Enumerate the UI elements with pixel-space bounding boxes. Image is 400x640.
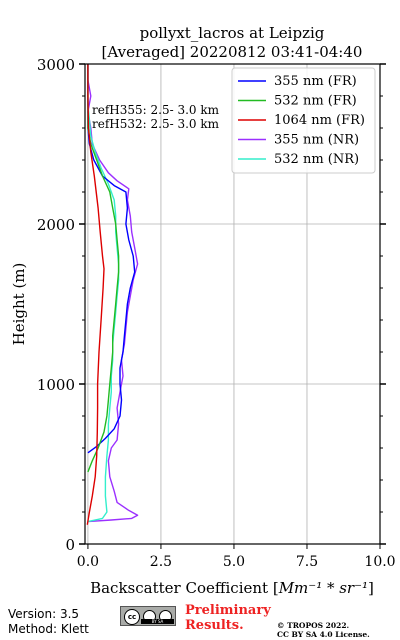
x-tick-label: 10.0 [364, 554, 395, 570]
series-line-3 [87, 64, 139, 523]
y-tick-label: 1000 [37, 376, 75, 394]
copyright-line1: © TROPOS 2022. [277, 621, 350, 630]
legend-label: 532 nm (FR) [274, 94, 357, 109]
chart-title-line2: [Averaged] 20220812 03:41-04:40 [102, 43, 363, 61]
copyright-line2: CC BY SA 4.0 License. [277, 630, 370, 639]
preliminary-line1: Preliminary [185, 603, 271, 618]
series-lines [86, 64, 139, 525]
method-text: Method: Klett [8, 622, 89, 636]
preliminary-notice: Preliminary Results. [185, 603, 271, 633]
cc-badge-strip: BY SA [141, 619, 174, 624]
legend-label: 355 nm (NR) [274, 133, 359, 148]
legend-label: 1064 nm (FR) [274, 113, 365, 128]
preliminary-line2: Results. [185, 618, 244, 633]
annotation-refh532: refH532: 2.5- 3.0 km [92, 117, 220, 131]
chart-title-line1: pollyxt_lacros at Leipzig [140, 24, 325, 42]
cc-license-badge: cc BY SA [120, 606, 176, 626]
series-line-2 [86, 64, 105, 525]
cc-icon: cc [124, 609, 140, 625]
x-tick-label: 5.0 [223, 554, 245, 570]
legend-label: 355 nm (FR) [274, 74, 357, 89]
y-axis-label: Height (m) [10, 263, 28, 346]
footer-info: Version: 3.5 Method: Klett [8, 607, 89, 637]
legend: 355 nm (FR) 532 nm (FR) 1064 nm (FR) 355 nm… [231, 67, 376, 174]
backscatter-chart: pollyxt_lacros at Leipzig [Averaged] 202… [10, 24, 396, 597]
x-axis-label: Backscatter Coefficient [Mm⁻¹ * sr⁻¹] [90, 579, 374, 597]
axis-ticks: 0.0 2.5 5.0 7.5 10.0 0 1000 2000 3000 [37, 56, 396, 570]
copyright-notice: © TROPOS 2022. CC BY SA 4.0 License. [277, 621, 370, 639]
y-tick-label: 3000 [37, 56, 75, 74]
x-tick-label: 2.5 [150, 554, 172, 570]
plot-frame [84, 63, 381, 545]
x-tick-label: 0.0 [77, 554, 99, 570]
annotation-refh355: refH355: 2.5- 3.0 km [92, 103, 220, 117]
y-tick-label: 0 [65, 536, 75, 554]
series-line-0 [87, 64, 136, 454]
x-tick-label: 7.5 [296, 554, 318, 570]
legend-box [231, 67, 376, 174]
legend-label: 532 nm (NR) [274, 152, 359, 167]
series-line-1 [87, 64, 120, 473]
version-text: Version: 3.5 [8, 607, 80, 621]
y-tick-label: 2000 [37, 216, 75, 234]
